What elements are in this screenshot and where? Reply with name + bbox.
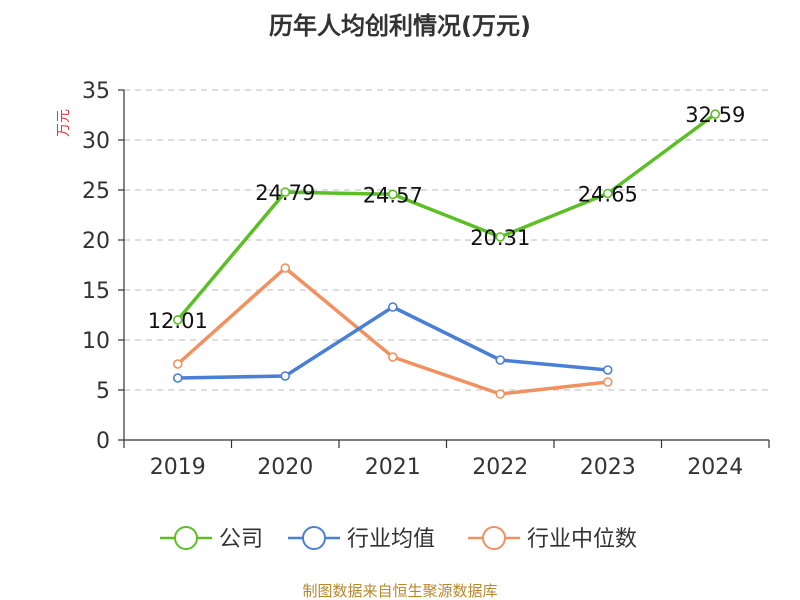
data-point[interactable] bbox=[710, 109, 721, 119]
data-point[interactable] bbox=[602, 188, 613, 199]
legend-label: 公司 bbox=[219, 527, 263, 552]
legend-marker bbox=[302, 526, 326, 550]
series-line bbox=[176, 112, 717, 322]
data-label: 32.59 bbox=[685, 103, 745, 127]
data-point[interactable] bbox=[172, 359, 183, 369]
data-point[interactable] bbox=[495, 355, 506, 365]
data-labels: 12.01 24.79 24.57 20.31 24.65 32.59 bbox=[148, 103, 746, 333]
series-group bbox=[172, 109, 721, 399]
data-point[interactable] bbox=[280, 187, 291, 197]
data-label: 20.31 bbox=[470, 226, 530, 250]
axes: 0 5 10 15 20 25 30 35 2019 2020 2021 2022 2023 2024 bbox=[82, 79, 770, 480]
legend-marker bbox=[174, 526, 198, 550]
y-tick-label: 20 bbox=[82, 229, 110, 254]
data-label: 12.01 bbox=[148, 309, 208, 333]
data-point[interactable] bbox=[387, 189, 398, 200]
data-label: 24.57 bbox=[363, 183, 423, 207]
data-point[interactable] bbox=[280, 263, 291, 273]
legend-label: 行业中位数 bbox=[527, 527, 637, 552]
data-label: 24.65 bbox=[578, 183, 638, 207]
legend-item[interactable]: 公司 bbox=[160, 526, 263, 552]
series-line bbox=[176, 305, 610, 380]
data-point[interactable] bbox=[387, 352, 398, 362]
y-tick-label: 30 bbox=[82, 129, 110, 154]
source-note: 制图数据来自恒生聚源数据库 bbox=[302, 582, 497, 600]
chart-title: 历年人均创利情况(万元) bbox=[269, 12, 531, 40]
x-tick-label: 2019 bbox=[150, 455, 206, 480]
data-point[interactable] bbox=[387, 302, 398, 312]
legend-item[interactable]: 行业均值 bbox=[288, 526, 435, 552]
legend-label: 行业均值 bbox=[347, 527, 435, 552]
y-tick-label: 10 bbox=[82, 329, 110, 354]
data-point[interactable] bbox=[172, 315, 183, 325]
data-point[interactable] bbox=[495, 389, 506, 399]
x-tick-label: 2023 bbox=[580, 455, 636, 480]
legend-marker bbox=[482, 526, 506, 550]
y-tick-label: 15 bbox=[82, 279, 110, 304]
y-tick-label: 0 bbox=[96, 429, 110, 454]
data-point[interactable] bbox=[280, 371, 291, 381]
x-tick-label: 2024 bbox=[687, 455, 743, 480]
y-axis-unit: 万元 bbox=[56, 109, 72, 137]
x-tick-label: 2021 bbox=[365, 455, 421, 480]
data-point[interactable] bbox=[172, 373, 183, 383]
y-tick-label: 25 bbox=[82, 179, 110, 204]
y-tick-label: 35 bbox=[82, 79, 110, 104]
legend-item[interactable]: 行业中位数 bbox=[468, 526, 637, 552]
data-point[interactable] bbox=[602, 377, 613, 387]
y-tick-label: 5 bbox=[96, 379, 110, 404]
data-label: 24.79 bbox=[255, 181, 315, 205]
x-tick-label: 2020 bbox=[257, 455, 313, 480]
x-tick-label: 2022 bbox=[472, 455, 528, 480]
data-point[interactable] bbox=[602, 365, 613, 375]
data-point[interactable] bbox=[495, 232, 506, 242]
gridlines bbox=[124, 89, 769, 391]
legend[interactable]: 公司 行业均值 行业中位数 bbox=[160, 526, 637, 552]
